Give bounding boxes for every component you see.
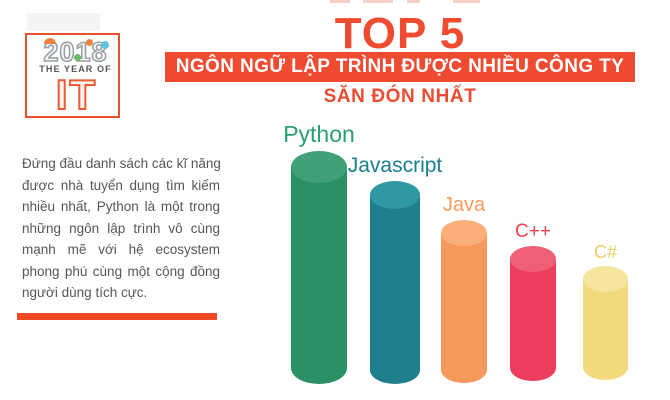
title-banner-text: NGÔN NGỮ LẬP TRÌNH ĐƯỢC NHIỀU CÔNG TY [175, 56, 625, 77]
red-divider-bar [17, 313, 217, 320]
cylinder-bar-python [291, 151, 347, 384]
intro-line: mạnh mẽ với hệ ecosystem [22, 242, 220, 257]
cylinder-top-ellipse [291, 151, 347, 183]
cylinder-top-ellipse [510, 246, 556, 272]
title-banner: NGÔN NGỮ LẬP TRÌNH ĐƯỢC NHIỀU CÔNG TY [165, 52, 635, 82]
title-top5: TOP 5 [334, 9, 466, 58]
logo-accent-dot-icon [101, 41, 109, 49]
cylinder-bar-javascript [370, 181, 420, 384]
bar-label-python: Python [283, 121, 355, 147]
cropped-artifact [453, 0, 480, 3]
cylinder-top-ellipse [583, 266, 628, 292]
logo-acronym: IT [55, 70, 98, 119]
title-subtitle: SĂN ĐÓN NHẤT [323, 86, 477, 107]
logo-accent-dot-icon [86, 39, 93, 46]
intro-line: Đứng đầu danh sách các kĩ năng [22, 156, 221, 171]
cylinder-body [370, 195, 420, 384]
intro-line: người dùng tích cực. [22, 285, 148, 300]
cylinder-body [510, 259, 556, 381]
cylinder-body [441, 233, 487, 383]
cylinder-bar-java [441, 220, 487, 383]
logo-accent-dot-icon [74, 54, 81, 61]
bar-label-c: C++ [515, 221, 551, 242]
logo-ghost-artifact [27, 13, 100, 31]
cylinder-bar-c [583, 266, 628, 380]
cropped-artifact [363, 0, 393, 3]
cropped-artifact [407, 0, 420, 3]
bar-label-c: C# [593, 242, 618, 262]
intro-line: phong phú cùng một cộng đồng [22, 263, 220, 279]
cylinder-body [583, 279, 628, 380]
cylinder-bar-c [510, 246, 556, 381]
intro-line: được nhà tuyển dụng tìm kiếm [22, 177, 220, 193]
intro-paragraph: Đứng đầu danh sách các kĩ năng được nhà t… [22, 153, 221, 304]
bar-label-java: Java [442, 194, 486, 216]
intro-line: những ngôn lập trình vô cùng [22, 220, 220, 236]
logo-2018-year-of-it: 2018 THE YEAR OF IT [25, 33, 120, 119]
cropped-artifact [330, 0, 350, 3]
cylinder-top-ellipse [370, 181, 420, 209]
intro-line: nhiều nhất, Python là một trong [22, 199, 220, 214]
bar-label-javascript: Javascript [347, 154, 443, 177]
cylinder-top-ellipse [441, 220, 487, 246]
cylinder-body [291, 167, 347, 384]
logo-accent-swoosh-icon [44, 38, 56, 44]
logo-tagline: THE YEAR OF [39, 64, 112, 74]
